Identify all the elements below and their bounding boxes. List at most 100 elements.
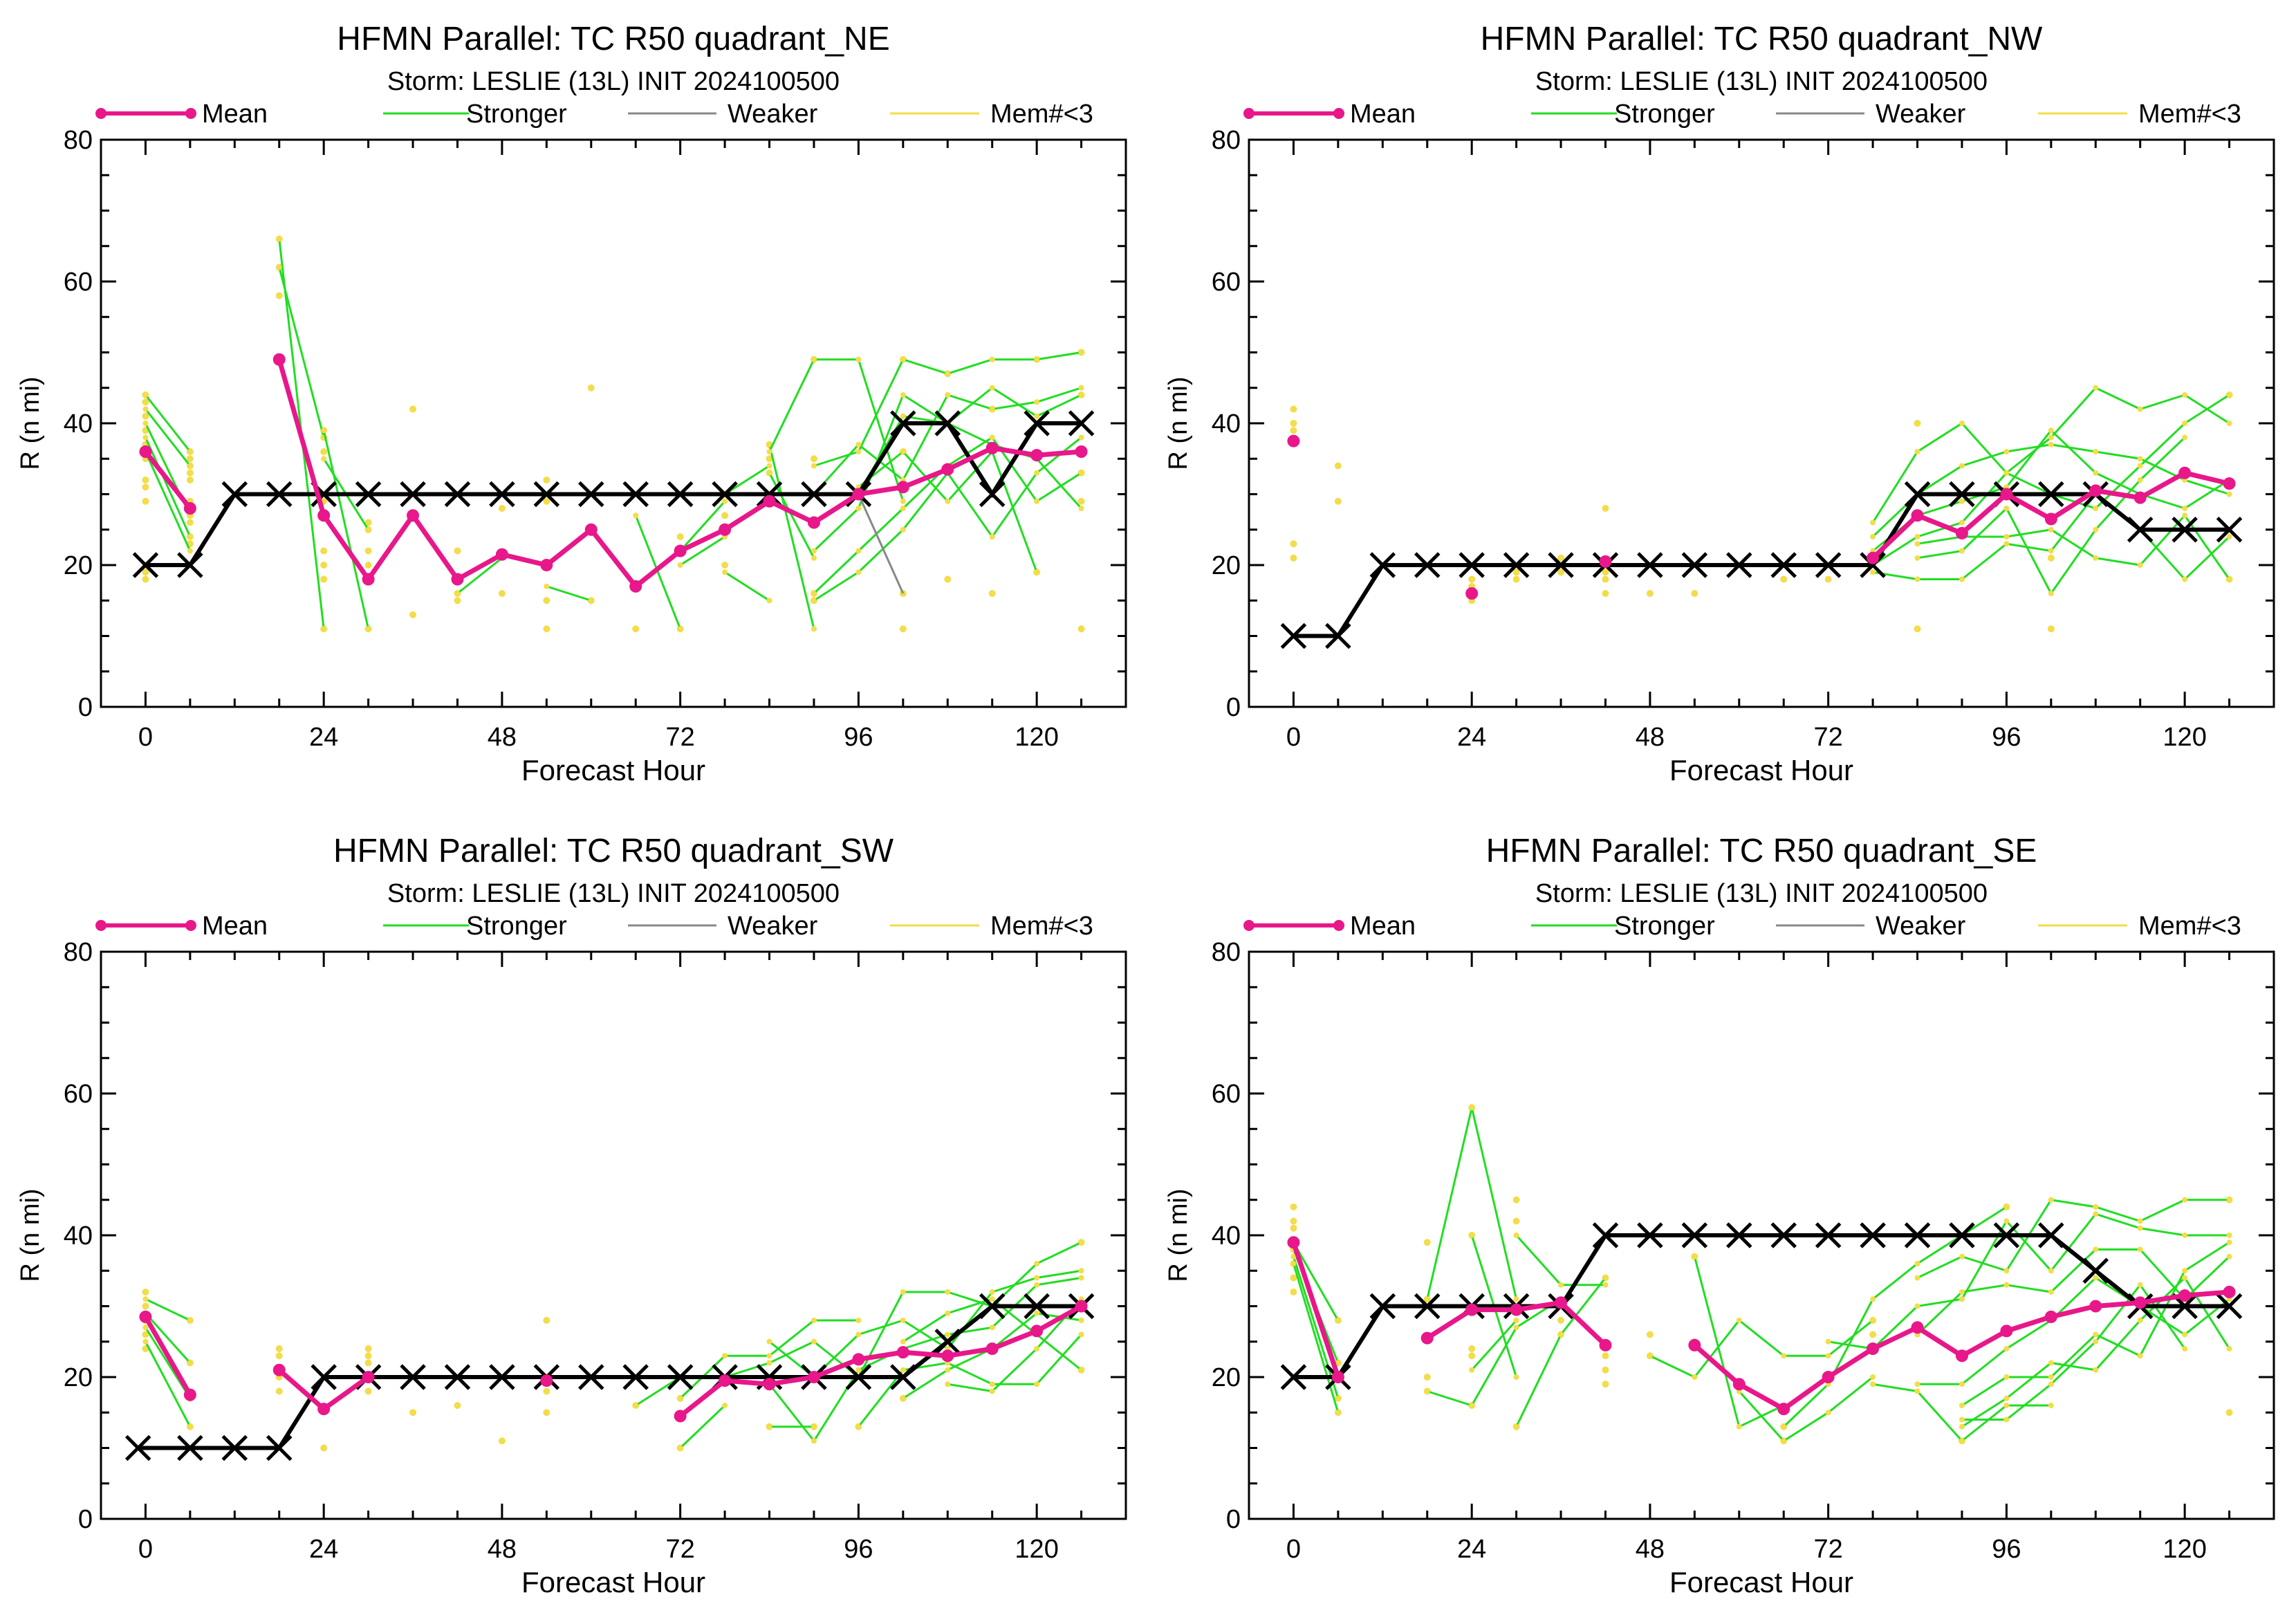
member-point <box>2137 1353 2143 1359</box>
chart-subtitle: Storm: LESLIE (13L) INIT 2024100500 <box>387 879 840 908</box>
official-marker <box>578 481 604 508</box>
official-marker <box>1503 552 1530 578</box>
y-tick-label: 0 <box>1226 693 1241 722</box>
member-point <box>276 264 282 270</box>
member-point <box>2003 541 2010 547</box>
member-point <box>142 483 149 491</box>
y-tick-label: 40 <box>64 409 93 439</box>
y-tick-label: 20 <box>1212 551 1241 580</box>
member-point <box>1557 1317 1565 1324</box>
member-point <box>2003 1204 2010 1210</box>
member-point <box>1959 463 1965 469</box>
member-point <box>2137 406 2143 412</box>
member-point <box>2003 1403 2010 1408</box>
mean-point <box>1075 1300 1088 1313</box>
member-point <box>945 1367 951 1373</box>
member-point <box>364 1352 372 1360</box>
member-point <box>2226 421 2232 426</box>
official-marker <box>444 481 471 508</box>
member-point <box>900 392 906 398</box>
member-point <box>320 448 328 455</box>
member-point <box>1602 1366 1609 1374</box>
y-tick-label: 60 <box>1212 268 1241 297</box>
member-point <box>1034 569 1040 575</box>
member-point <box>2137 1318 2143 1323</box>
member-point <box>811 1338 817 1345</box>
member-point <box>989 1388 995 1394</box>
mean-point <box>2089 484 2102 497</box>
member-point <box>1914 555 1920 561</box>
member-point <box>989 356 995 362</box>
official-marker <box>1815 552 1842 578</box>
member-point <box>1692 1374 1698 1380</box>
member-point <box>1513 1318 1519 1323</box>
member-point <box>1335 1360 1341 1366</box>
stronger-member-line <box>813 436 1082 595</box>
member-point <box>1078 434 1084 441</box>
member-point <box>1959 1417 1965 1423</box>
member-point <box>2048 427 2054 434</box>
mean-point <box>763 495 776 508</box>
member-point <box>142 406 149 412</box>
member-point <box>1334 462 1342 470</box>
member-point <box>766 463 772 469</box>
member-point <box>1959 576 1965 582</box>
y-axis-label: R (n mi) <box>1164 376 1193 470</box>
member-point <box>2226 1253 2232 1259</box>
legend-marker-mean <box>1243 920 1255 931</box>
member-point <box>900 526 906 533</box>
stronger-member-line <box>145 1341 192 1428</box>
chart-subtitle: Storm: LESLIE (13L) INIT 2024100500 <box>387 67 840 96</box>
member-point <box>2093 385 2099 391</box>
member-point <box>1513 1233 1519 1238</box>
mean-point <box>1867 551 1880 564</box>
member-point <box>1034 1310 1040 1316</box>
stronger-member-line <box>679 500 726 552</box>
member-point <box>722 1353 728 1359</box>
official-marker <box>622 481 649 508</box>
official-marker <box>221 1434 248 1461</box>
official-marker <box>489 481 515 508</box>
member-point <box>900 1318 906 1323</box>
member-point <box>1646 1331 1654 1338</box>
member-point <box>900 1367 906 1373</box>
mean-point <box>629 580 642 593</box>
stronger-member-line <box>1916 1248 2230 1336</box>
member-point <box>900 1395 906 1401</box>
x-tick-label: 48 <box>1636 723 1665 752</box>
member-point <box>1914 576 1920 582</box>
official-marker <box>355 481 382 508</box>
member-point <box>142 1302 149 1310</box>
official-marker <box>132 552 159 578</box>
member-point <box>1078 1367 1084 1373</box>
member-point <box>1034 399 1040 405</box>
member-point <box>187 449 193 454</box>
member-point <box>320 575 328 583</box>
legend-label-members: Mem#<3 <box>2138 100 2241 129</box>
member-point <box>2093 449 2099 454</box>
member-point <box>811 463 817 469</box>
chart-title: HFMN Parallel: TC R50 quadrant_SW <box>333 833 894 869</box>
official-forecast-line <box>138 1304 1082 1450</box>
member-point <box>945 392 951 398</box>
member-point <box>142 398 149 406</box>
member-point <box>2226 392 2232 398</box>
member-point <box>1034 1275 1040 1281</box>
plot-area <box>1280 385 2243 649</box>
member-point <box>1602 590 1609 597</box>
member-point <box>900 413 906 419</box>
member-point <box>1870 1296 1876 1302</box>
member-point <box>1870 569 1876 575</box>
member-point <box>454 597 461 605</box>
mean-point <box>2223 1286 2236 1298</box>
mean-point <box>674 1410 687 1423</box>
member-point <box>187 1423 193 1430</box>
member-point <box>1647 1353 1653 1359</box>
mean-point <box>1555 1296 1568 1309</box>
member-point <box>944 575 952 583</box>
member-point <box>187 548 193 554</box>
member-point <box>1914 625 1921 633</box>
member-point <box>811 1423 817 1430</box>
member-point <box>1781 1423 1787 1430</box>
member-point <box>2048 1197 2054 1203</box>
